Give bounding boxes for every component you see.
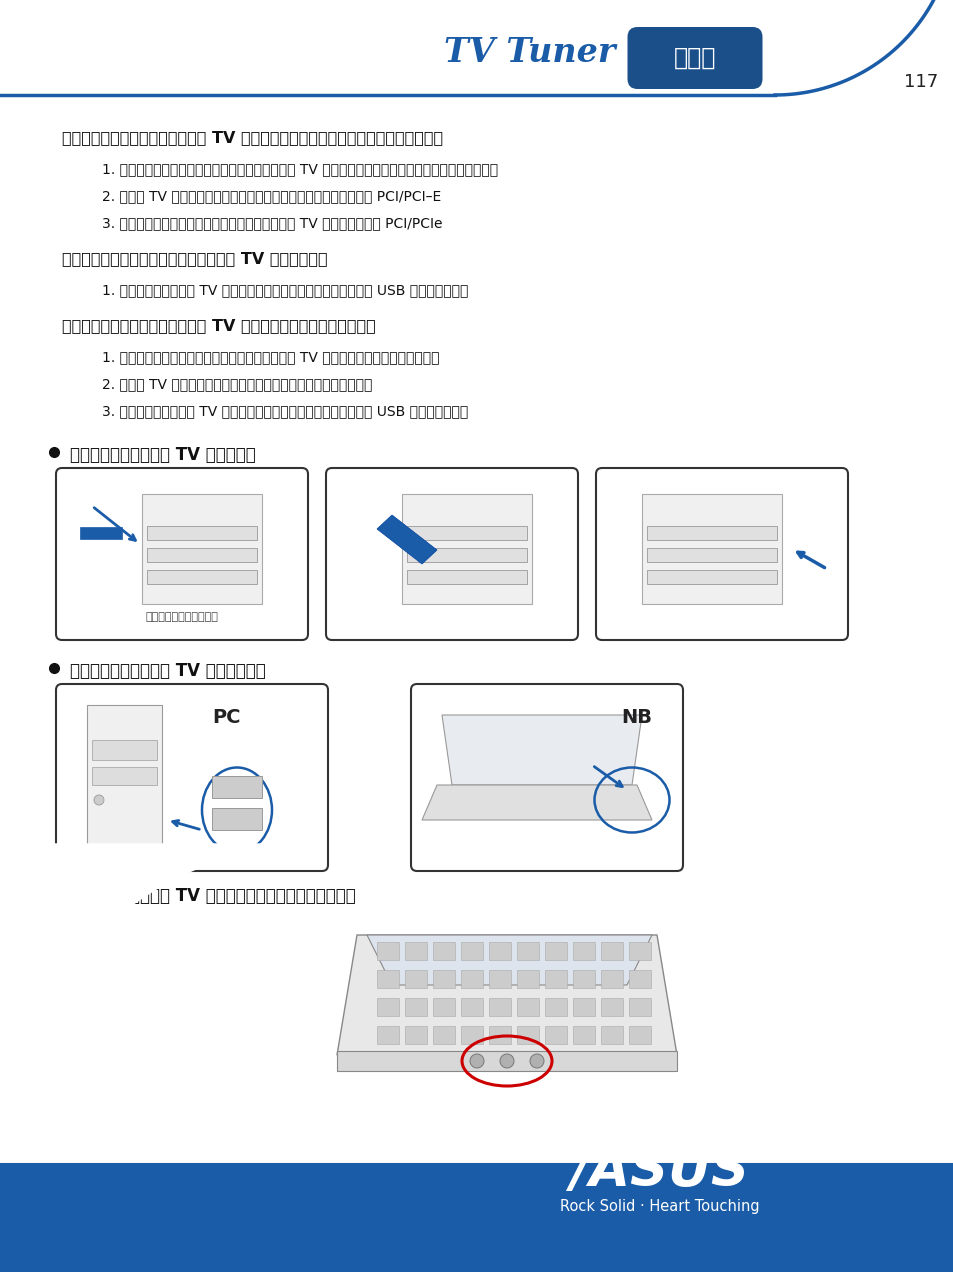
Bar: [147, 570, 256, 584]
Bar: [573, 1027, 595, 1044]
Bar: [80, 527, 122, 539]
Bar: [489, 971, 511, 988]
Text: ไทย: ไทย: [673, 46, 716, 70]
FancyBboxPatch shape: [56, 684, 328, 871]
Bar: [646, 570, 776, 584]
Bar: [517, 1027, 538, 1044]
Bar: [376, 999, 398, 1016]
Bar: [405, 1027, 427, 1044]
Bar: [517, 971, 538, 988]
Bar: [544, 971, 566, 988]
Bar: [376, 971, 398, 988]
Bar: [407, 527, 526, 541]
Bar: [517, 943, 538, 960]
Text: /ASUS: /ASUS: [570, 1145, 749, 1197]
Bar: [433, 971, 455, 988]
Polygon shape: [367, 935, 651, 985]
Bar: [460, 999, 482, 1016]
FancyBboxPatch shape: [326, 468, 578, 640]
Text: 1. ถอนการติดตั้งไดรเวอร์ TV จูนเนอร์การ์ดปัจจุบัน: 1. ถอนการติดตั้งไดรเวอร์ TV จูนเนอร์การ์…: [102, 162, 497, 176]
Bar: [212, 808, 262, 831]
Text: สำหรับระบบที่มี TV บ็อกซ์อยู่แล้ว: สำหรับระบบที่มี TV บ็อกซ์อยู่แล้ว: [62, 318, 375, 333]
Circle shape: [530, 1054, 543, 1068]
Bar: [489, 999, 511, 1016]
Circle shape: [94, 795, 104, 805]
Circle shape: [499, 1054, 514, 1068]
Bar: [573, 971, 595, 988]
Text: ผ้าครอบโลหะ: ผ้าครอบโลหะ: [146, 612, 218, 622]
Bar: [517, 999, 538, 1016]
Bar: [405, 943, 427, 960]
Bar: [628, 971, 650, 988]
Text: TV Tuner: TV Tuner: [444, 36, 615, 69]
Bar: [401, 494, 532, 604]
Bar: [489, 943, 511, 960]
Text: NB: NB: [620, 709, 651, 728]
Bar: [142, 494, 262, 604]
Text: การติดตั้ง TV เอ็กซ์เพรสการ์ด: การติดตั้ง TV เอ็กซ์เพรสการ์ด: [70, 887, 355, 904]
Text: 3. ติดตั้งการ์ดรับสัญญาณ TV ในสล็อต PCI/PCIe: 3. ติดตั้งการ์ดรับสัญญาณ TV ในสล็อต PCI/…: [102, 216, 442, 230]
Polygon shape: [376, 515, 436, 563]
Bar: [460, 1027, 482, 1044]
Text: PC: PC: [213, 709, 241, 728]
Text: ®: ®: [737, 1147, 752, 1163]
FancyBboxPatch shape: [596, 468, 847, 640]
Bar: [544, 943, 566, 960]
Text: 1. ถอนการติดตั้งไดรเวอร์ TV บ็อกซ์ปัจจุบัน: 1. ถอนการติดตั้งไดรเวอร์ TV บ็อกซ์ปัจจุบ…: [102, 350, 439, 364]
Bar: [544, 999, 566, 1016]
Polygon shape: [421, 785, 651, 820]
Bar: [628, 1027, 650, 1044]
Bar: [628, 943, 650, 960]
Bar: [489, 1027, 511, 1044]
FancyBboxPatch shape: [627, 27, 761, 89]
Bar: [91, 767, 157, 785]
Bar: [544, 1027, 566, 1044]
Bar: [573, 943, 595, 960]
FancyBboxPatch shape: [411, 684, 682, 871]
Text: การติดตั้ง TV การ์ด: การติดตั้ง TV การ์ด: [70, 446, 255, 464]
Text: สำหรับระบบที่ไม่มี TV บ็อกซ์: สำหรับระบบที่ไม่มี TV บ็อกซ์: [62, 251, 327, 266]
FancyBboxPatch shape: [56, 468, 308, 640]
Polygon shape: [441, 715, 641, 785]
Text: 117: 117: [902, 73, 937, 92]
Bar: [600, 943, 622, 960]
Bar: [646, 527, 776, 541]
Bar: [407, 570, 526, 584]
Text: 1. เชื่อมต่อ TV บ็อกซ์เข้ากับพอร์ต USB ของระบบ: 1. เชื่อมต่อ TV บ็อกซ์เข้ากับพอร์ต USB ข…: [102, 282, 468, 296]
Polygon shape: [0, 845, 319, 1164]
Bar: [212, 776, 262, 798]
Bar: [433, 1027, 455, 1044]
Bar: [376, 1027, 398, 1044]
Bar: [336, 1051, 677, 1071]
Bar: [407, 548, 526, 562]
Bar: [600, 971, 622, 988]
Bar: [147, 527, 256, 541]
Text: Rock Solid · Heart Touching: Rock Solid · Heart Touching: [559, 1199, 759, 1215]
Bar: [460, 943, 482, 960]
Text: 2. แกะ TV บ็อกซ์ปัจจุบันออกจากระบบ: 2. แกะ TV บ็อกซ์ปัจจุบันออกจากระบบ: [102, 377, 372, 391]
Text: สำหรับระบบที่มี TV จูนเนอร์การ์ดอยู่แล้ว: สำหรับระบบที่มี TV จูนเนอร์การ์ดอยู่แล้ว: [62, 130, 442, 145]
Bar: [87, 705, 162, 845]
Text: การติดตั้ง TV บ็อกซ์: การติดตั้ง TV บ็อกซ์: [70, 661, 266, 681]
Bar: [91, 740, 157, 759]
Bar: [460, 971, 482, 988]
Bar: [573, 999, 595, 1016]
Polygon shape: [336, 935, 677, 1054]
Bar: [405, 971, 427, 988]
Bar: [147, 548, 256, 562]
Bar: [433, 999, 455, 1016]
Bar: [646, 548, 776, 562]
Text: 2. แกะ TV จูนเนอร์การ์ดออกจากสล็อต PCI/PCI–E: 2. แกะ TV จูนเนอร์การ์ดออกจากสล็อต PCI/P…: [102, 190, 441, 204]
Bar: [405, 999, 427, 1016]
Bar: [600, 1027, 622, 1044]
Bar: [376, 943, 398, 960]
Bar: [433, 943, 455, 960]
Bar: [641, 494, 781, 604]
Bar: [600, 999, 622, 1016]
Circle shape: [470, 1054, 483, 1068]
Bar: [0, 1164, 953, 1272]
Text: 3. เชื่อมต่อ TV บ็อกซ์เข้ากับพอร์ต USB ของระบบ: 3. เชื่อมต่อ TV บ็อกซ์เข้ากับพอร์ต USB ข…: [102, 404, 468, 418]
Bar: [628, 999, 650, 1016]
